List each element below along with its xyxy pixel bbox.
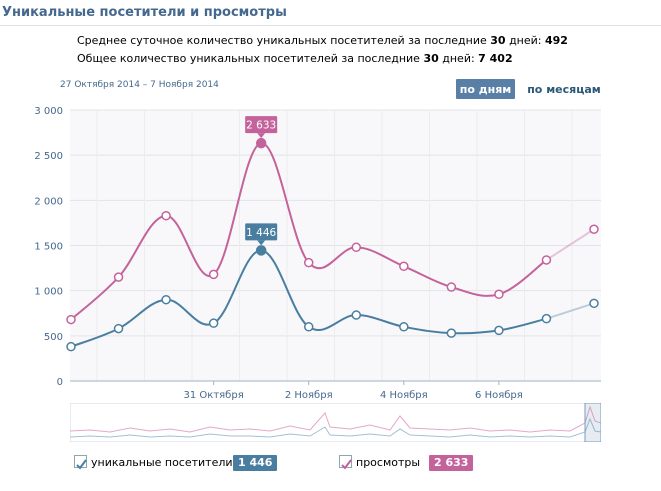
data-point <box>66 314 76 325</box>
check-icon <box>76 459 87 470</box>
avg-daily-stat: Среднее суточное количество уникальных п… <box>77 34 568 47</box>
line-chart: 0 500 1 000 1 500 2 000 2 500 3 000 31 Октября 2… <box>34 106 601 400</box>
data-point <box>161 294 171 305</box>
navigator-selection[interactable] <box>584 403 601 442</box>
data-point <box>255 137 267 149</box>
y-tick-label: 3 000 <box>34 106 63 117</box>
total-prefix: Общее количество уникальных посетителей … <box>77 52 420 65</box>
y-tick-label: 1 000 <box>34 287 63 298</box>
data-point <box>446 282 457 292</box>
navigator-visitors-line <box>70 417 601 438</box>
data-point <box>255 245 267 256</box>
data-point <box>541 255 552 265</box>
data-point <box>161 210 171 221</box>
tooltip-label: 1 446 <box>246 227 276 239</box>
x-tick-label: 31 Октября <box>184 390 244 400</box>
views-checkbox[interactable] <box>339 455 352 470</box>
by-days-button[interactable]: по дням <box>456 79 515 99</box>
data-point <box>351 242 362 253</box>
legend-visitors-value: 1 446 <box>233 455 278 471</box>
tooltip-pointer <box>257 133 266 139</box>
avg-value: 492 <box>544 34 568 47</box>
tooltip-box <box>245 223 278 241</box>
data-point <box>494 289 504 300</box>
range-navigator[interactable] <box>70 403 601 442</box>
avg-days-word: дней: <box>509 34 542 47</box>
x-tick-label: 6 Ноября <box>475 390 523 400</box>
total-value: 7 402 <box>478 52 513 65</box>
series-tail-0 <box>546 302 595 320</box>
series-line-0 <box>70 249 547 348</box>
y-tick-label: 1 500 <box>34 242 63 253</box>
data-point <box>541 313 552 324</box>
visitors-checkbox[interactable] <box>74 455 87 470</box>
data-point <box>399 322 409 332</box>
check-icon <box>341 459 352 470</box>
data-point <box>589 224 599 234</box>
data-point <box>399 261 409 272</box>
total-days-word: дней: <box>442 52 475 65</box>
data-point <box>66 341 76 352</box>
legend-visitors-label: уникальные посетители <box>91 456 233 469</box>
legend-views-label: просмотры <box>356 456 421 469</box>
total-stat: Общее количество уникальных посетителей … <box>77 52 513 65</box>
tooltip-pointer <box>257 240 266 246</box>
navigator-views-line <box>70 405 601 433</box>
series-tail-1 <box>545 228 595 261</box>
tooltip-label: 2 633 <box>246 120 276 132</box>
y-tick-label: 500 <box>44 332 63 343</box>
header: Уникальные посетители и просмотры <box>0 0 661 26</box>
x-tick-label: 2 Ноября <box>285 390 333 400</box>
data-point <box>113 272 124 282</box>
y-tick-label: 2 500 <box>34 151 63 162</box>
data-point <box>208 318 219 328</box>
date-range: 27 Октября 2014 – 7 Ноября 2014 <box>60 80 219 90</box>
data-point <box>303 257 314 268</box>
value-tooltip: 2 633 <box>245 116 278 139</box>
data-point <box>446 328 457 338</box>
value-tooltip: 1 446 <box>245 223 278 246</box>
data-point <box>303 322 314 332</box>
data-point <box>589 298 599 309</box>
x-tick-label: 4 Ноября <box>380 390 428 400</box>
avg-prefix: Среднее суточное количество уникальных п… <box>77 34 487 47</box>
total-days: 30 <box>423 52 439 65</box>
data-point <box>351 310 362 320</box>
y-tick-label: 0 <box>57 377 63 388</box>
legend-views-value: 2 633 <box>429 455 474 471</box>
avg-days: 30 <box>490 34 506 47</box>
data-point <box>494 325 504 336</box>
data-point <box>113 323 124 334</box>
data-point <box>208 269 219 280</box>
y-tick-label: 2 000 <box>34 196 63 207</box>
by-months-button[interactable]: по месяцам <box>524 79 604 99</box>
tooltip-box <box>245 116 278 134</box>
page-title: Уникальные посетители и просмотры <box>2 5 287 20</box>
